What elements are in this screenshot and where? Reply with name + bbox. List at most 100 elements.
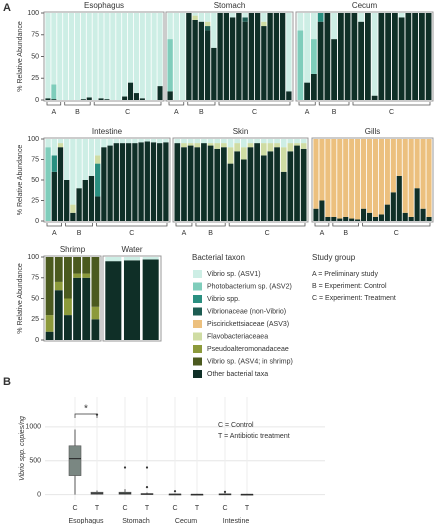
bar-segment: [371, 95, 378, 100]
bar-segment: [51, 13, 57, 85]
group-bracket: [352, 102, 431, 106]
bar-segment: [254, 139, 260, 144]
bar-segment: [229, 13, 236, 18]
bar-segment: [426, 139, 432, 217]
y-axis-label: % Relative Abundance: [17, 263, 24, 334]
bar-segment: [138, 139, 144, 143]
box: [68, 445, 82, 476]
y-tick-label: 25: [31, 197, 39, 204]
bar-segment: [70, 204, 76, 213]
outlier: [173, 490, 177, 493]
bar-segment: [337, 13, 344, 100]
bar-segment: [297, 13, 304, 31]
y-tick-label: 50: [31, 295, 39, 302]
bar-segment: [242, 13, 248, 18]
bar-segment: [104, 99, 110, 100]
bar-segment: [192, 15, 198, 20]
panel-title: Intestine: [92, 127, 123, 136]
legend-swatch: [193, 270, 202, 278]
bar-segment: [414, 139, 420, 189]
bar-segment: [98, 13, 104, 99]
legend-text: Other bacterial taxa: [207, 371, 268, 378]
bar-segment: [105, 261, 122, 340]
bar-segment: [194, 147, 201, 221]
group-bracket: [362, 223, 431, 227]
bar-segment: [122, 13, 128, 97]
y-tick-label: 50: [31, 177, 39, 184]
bar-segment: [385, 13, 392, 100]
bar-segment: [128, 82, 134, 100]
bar-segment: [45, 13, 51, 99]
bar-segment: [372, 139, 379, 217]
bar-segment: [412, 13, 419, 100]
panel-title: Stomach: [214, 1, 246, 10]
bar-segment: [214, 148, 221, 221]
legend-swatch: [193, 370, 202, 378]
bar-segment: [91, 319, 100, 340]
bar-segment: [82, 277, 91, 340]
bar-segment: [98, 98, 104, 100]
bar-segment: [221, 143, 227, 148]
bar-segment: [211, 47, 217, 100]
bar-segment: [51, 171, 57, 221]
bar-segment: [254, 143, 260, 221]
bar-segment: [390, 139, 396, 193]
bar-segment: [198, 13, 205, 22]
y-axis-label: % Relative Abundance: [17, 21, 24, 92]
bar-segment: [74, 13, 80, 100]
bar-segment: [123, 260, 141, 340]
bar-segment: [207, 145, 214, 221]
bar-segment: [142, 257, 159, 260]
bar-segment: [80, 99, 86, 100]
bar-segment: [378, 13, 385, 100]
bar-segment: [57, 147, 64, 221]
bar-segment: [420, 208, 426, 221]
bar-segment: [167, 39, 173, 92]
bar-segment: [57, 139, 64, 144]
bar-segment: [45, 331, 54, 340]
panel-title: Water: [121, 245, 142, 254]
group-bracket: [218, 102, 291, 106]
bar-segment: [101, 139, 107, 148]
y-tick-label: 500: [29, 458, 41, 465]
bar-segment: [240, 147, 247, 160]
bar-segment: [331, 139, 337, 217]
bar-segment: [204, 26, 211, 31]
bar-segment: [331, 13, 338, 40]
legend-text: T = Antibiotic treatment: [218, 433, 290, 440]
bar-segment: [324, 13, 331, 100]
bar-segment: [310, 73, 317, 100]
legend-text: Pseudoalteromonadaceae: [207, 346, 289, 353]
bar-segment: [384, 204, 390, 221]
bar-segment: [240, 159, 247, 221]
bar-segment: [70, 139, 76, 205]
bar-segment: [150, 142, 157, 221]
bar-segment: [355, 139, 361, 220]
legend-text: Vibrionaceae (non-Vibrio): [207, 308, 286, 315]
bar-segment: [133, 13, 139, 94]
bar-segment: [64, 139, 70, 180]
bar-segment: [267, 151, 274, 221]
outlier: [123, 466, 127, 469]
legend-swatch: [193, 282, 202, 291]
y-axis-label: % Relative Abundance: [17, 145, 24, 216]
panel-title: Cecum: [352, 1, 378, 10]
y-tick-label: 0: [35, 97, 39, 104]
bar-segment: [95, 163, 101, 197]
bar-segment: [122, 96, 128, 100]
bar-segment: [88, 139, 95, 176]
group-bracket: [168, 102, 185, 106]
bar-segment: [229, 17, 236, 101]
group-label: B: [332, 109, 337, 116]
bar-segment: [63, 257, 72, 299]
bar-segment: [45, 139, 51, 148]
bar-segment: [63, 298, 72, 316]
bar-segment: [105, 257, 122, 262]
bar-segment: [113, 143, 119, 221]
bar-segment: [287, 151, 294, 221]
bar-segment: [261, 26, 267, 100]
y-tick-label: 1000: [25, 424, 41, 431]
x-tick-label: T: [195, 505, 200, 512]
bar-segment: [247, 139, 254, 144]
bar-segment: [163, 142, 169, 221]
